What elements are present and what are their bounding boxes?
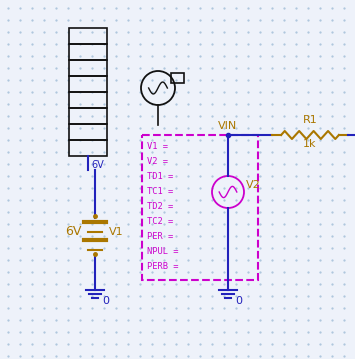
Text: PER =: PER =	[147, 232, 173, 241]
Text: TD1 =: TD1 =	[147, 172, 173, 181]
Bar	[69, 76, 107, 92]
Text: TC1 =: TC1 =	[147, 187, 173, 196]
Bar	[69, 124, 107, 140]
Text: PERB =: PERB =	[147, 262, 179, 271]
Bar	[69, 140, 107, 156]
Text: TC2 =: TC2 =	[147, 217, 173, 226]
Bar	[69, 108, 107, 124]
Text: 6V: 6V	[91, 160, 104, 170]
Text: TD2 =: TD2 =	[147, 202, 173, 211]
Text: VIN: VIN	[218, 121, 237, 131]
Bar	[142, 135, 258, 280]
Text: R1: R1	[302, 115, 317, 125]
Text: V2: V2	[246, 180, 261, 190]
Text: 0: 0	[102, 296, 109, 306]
Bar	[69, 28, 107, 44]
Bar	[69, 92, 107, 108]
Text: V1: V1	[109, 227, 124, 237]
Text: V2 =: V2 =	[147, 157, 168, 166]
Bar	[69, 60, 107, 76]
Bar	[171, 73, 184, 83]
Text: V1 =: V1 =	[147, 142, 168, 151]
Text: NPUL =: NPUL =	[147, 247, 179, 256]
Text: 1k: 1k	[303, 139, 317, 149]
Text: 0: 0	[235, 296, 242, 306]
Bar	[69, 44, 107, 60]
Text: 6V: 6V	[65, 225, 81, 238]
